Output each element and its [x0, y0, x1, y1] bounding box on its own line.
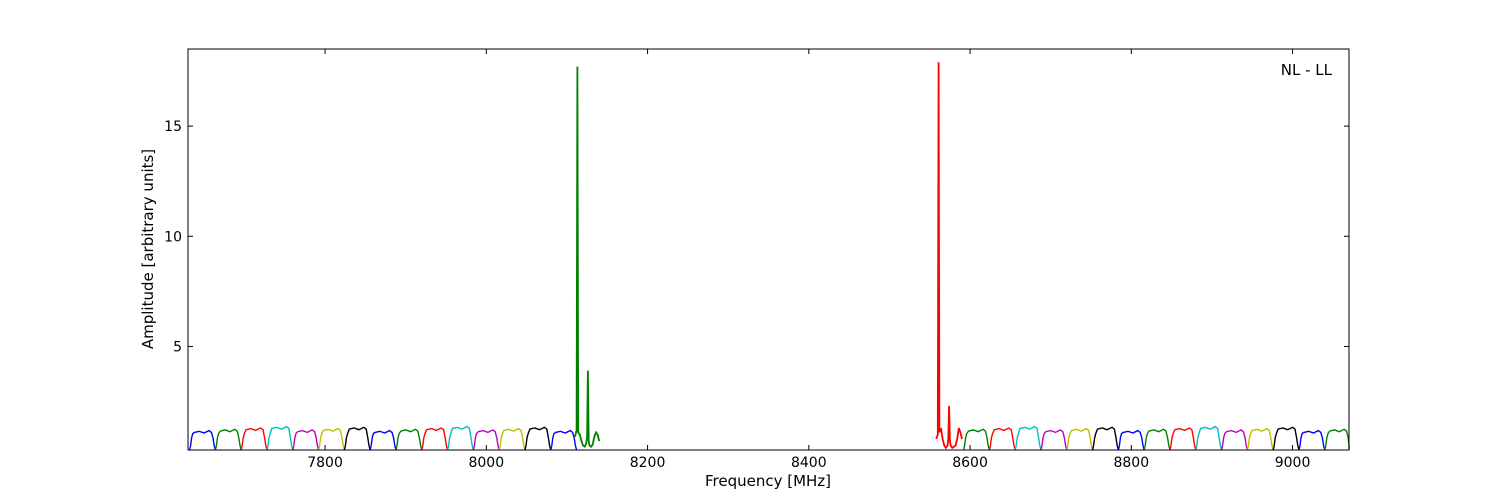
subband-trace [988, 427, 1016, 451]
y-tick-label: 5 [173, 339, 182, 355]
y-axis-label: Amplitude [arbitrary units] [139, 149, 157, 349]
subband-traces [188, 425, 1350, 451]
subband-trace [524, 426, 552, 451]
subband-trace [472, 429, 500, 451]
subband-trace [962, 428, 991, 451]
spike-series-line [574, 66, 601, 449]
y-tick-label: 15 [164, 119, 182, 135]
subband-trace [1195, 425, 1223, 451]
x-tick-label: 8400 [791, 455, 827, 471]
subband-trace [1066, 427, 1094, 451]
subband-trace [369, 429, 397, 451]
x-tick-label: 7800 [307, 455, 343, 471]
spike-series-line [935, 62, 963, 450]
subband-trace [1117, 429, 1145, 451]
x-tick-label: 8800 [1113, 455, 1149, 471]
subband-trace [1014, 425, 1042, 451]
subband-trace [1091, 426, 1120, 451]
subband-trace [1324, 428, 1350, 451]
subband-trace [343, 426, 371, 451]
subband-trace [1169, 427, 1197, 451]
subband-trace [1298, 429, 1326, 451]
subband-trace [421, 427, 449, 451]
x-tick-label: 8200 [630, 455, 666, 471]
x-axis-label: Frequency [MHz] [705, 472, 831, 490]
subband-trace [1040, 429, 1068, 451]
axis-ticks: 7800 8000 8200 8400 8600 8800 9000 5 10 15 [164, 49, 1349, 471]
x-tick-label: 9000 [1275, 455, 1311, 471]
x-tick-label: 8000 [468, 455, 504, 471]
subband-trace [214, 428, 242, 451]
subband-trace [1220, 429, 1249, 451]
y-tick-label: 10 [164, 229, 182, 245]
subband-trace [240, 427, 268, 451]
x-tick-label: 8600 [952, 455, 988, 471]
subband-trace [498, 427, 526, 451]
subband-trace [266, 425, 294, 451]
subband-trace [188, 429, 217, 451]
subband-trace [1246, 427, 1274, 451]
subband-trace [292, 429, 320, 451]
subband-trace [1272, 426, 1300, 451]
subband-trace [317, 427, 346, 451]
subband-trace [446, 425, 475, 451]
spike-traces [574, 62, 963, 450]
subband-trace [395, 428, 423, 451]
subband-trace [550, 429, 578, 451]
annotation-label: NL - LL [1281, 61, 1333, 79]
plot-frame [187, 48, 1350, 451]
subband-trace [1143, 428, 1171, 451]
